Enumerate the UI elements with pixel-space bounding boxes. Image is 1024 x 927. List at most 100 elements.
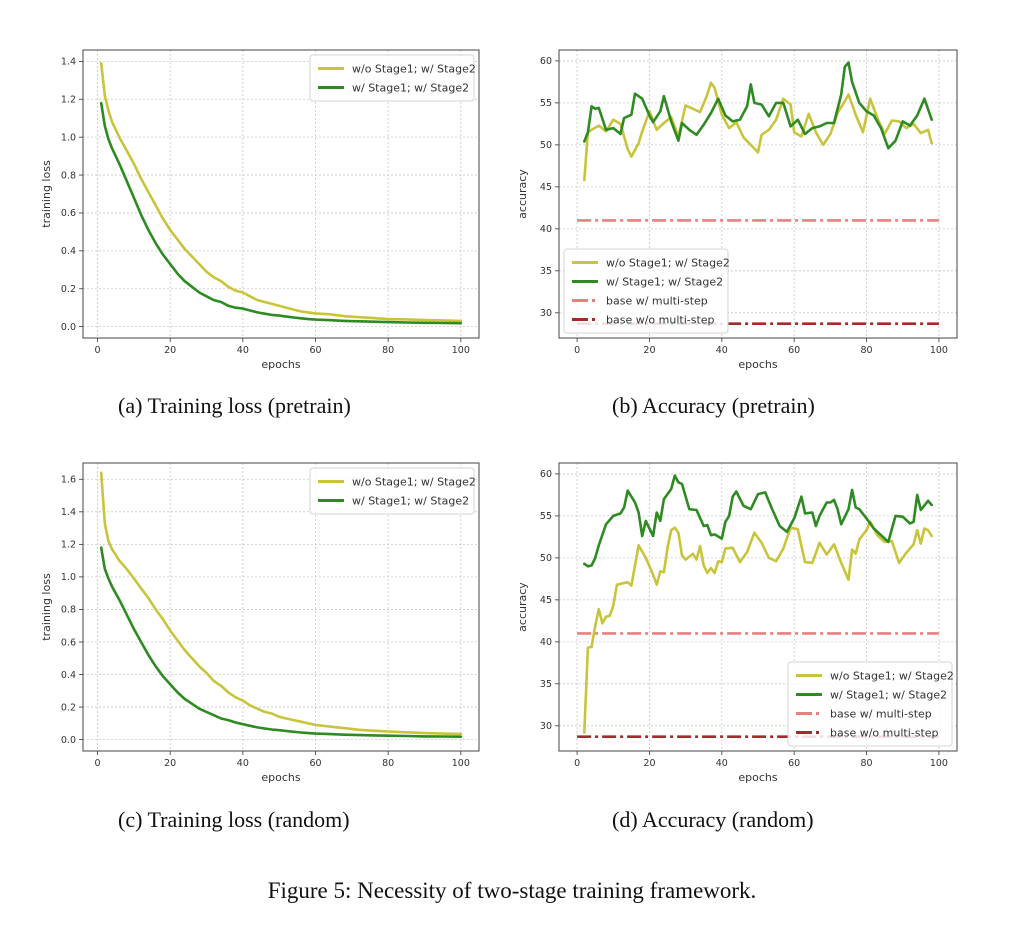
x-tick-label: 40	[716, 758, 728, 769]
legend-label: base w/ multi-step	[830, 708, 932, 721]
axes-frame	[82, 462, 480, 752]
x-tick-label: 100	[452, 758, 470, 769]
x-tick-label: 60	[788, 758, 800, 769]
chart-a-plot: 0 20 40 60 80 100 0.0 0.2 0.4 0.6 0.8 1.0 1.2 1.4 epoc…	[40, 49, 480, 371]
chart-a-training-loss-pretrain: 0 20 40 60 80 100 0.0 0.2 0.4 0.6 0.8 1.0 1.2 1.4 epoc…	[0, 0, 512, 380]
chart-a-svg: 0 20 40 60 80 100 0.0 0.2 0.4 0.6 0.8 1.0 1.2 1.4 epoc…	[40, 49, 480, 371]
y-tick-label: 40	[540, 224, 552, 235]
y-tick-label: 0.2	[61, 284, 76, 295]
x-tick-label: 100	[930, 758, 948, 769]
y-axis-label: training loss	[40, 573, 53, 641]
y-tick-label: 0.6	[61, 637, 76, 648]
legend: w/o Stage1; w/ Stage2 w/ Stage1; w/ Stage…	[563, 248, 730, 334]
x-axis-label: epochs	[261, 771, 300, 784]
caption-c: (c) Training loss (random)	[118, 807, 350, 832]
y-tick-label: 50	[540, 553, 552, 564]
series-line-w-stage1	[99, 101, 463, 325]
x-tick-label: 0	[95, 758, 101, 769]
y-tick-label: 0.4	[61, 670, 76, 681]
y-tick-label: 1.2	[61, 540, 76, 551]
y-tick-label: 1.0	[61, 132, 76, 143]
y-tick-label: 35	[540, 679, 552, 690]
x-tick-label: 80	[382, 758, 394, 769]
series-line-wo-stage1	[99, 61, 463, 323]
chart-d-accuracy-random: 0 20 40 60 80 100 30 35 40 45 50 55 60 epochs accuracy…	[516, 462, 958, 784]
figure-caption: Figure 5: Necessity of two-stage trainin…	[267, 878, 757, 903]
axes-frame	[82, 49, 480, 339]
x-tick-label: 0	[574, 345, 580, 356]
legend-label: base w/o multi-step	[606, 314, 715, 327]
y-tick-label: 1.6	[61, 475, 76, 486]
x-axis-label: epochs	[738, 358, 777, 371]
y-tick-label: 1.4	[61, 507, 76, 518]
x-tick-label: 60	[309, 345, 321, 356]
y-tick-label: 0.0	[61, 322, 76, 333]
legend-label: base w/o multi-step	[830, 727, 939, 740]
caption-a: (a) Training loss (pretrain)	[118, 393, 351, 418]
x-tick-label: 80	[860, 758, 872, 769]
chart-c-training-loss-random: 0 20 40 60 80 100 0.0 0.2 0.4 0.6 0.8 1.0 1.2 1.4 1.6 e…	[0, 0, 512, 800]
caption-b: (b) Accuracy (pretrain)	[612, 393, 815, 418]
x-tick-label: 0	[95, 345, 101, 356]
chart-b-svg: 0 20 40 60 80 100 30 35 40 45 50 55 60 epochs accuracy…	[516, 49, 958, 371]
y-tick-label: 45	[540, 182, 552, 193]
chart-c-svg: 0 20 40 60 80 100 0.0 0.2 0.4 0.6 0.8 1.0 1.2 1.4 1.6 e…	[40, 462, 480, 784]
x-tick-label: 60	[788, 345, 800, 356]
chart-b-accuracy-pretrain: 0 20 40 60 80 100 30 35 40 45 50 55 60 epochs accuracy…	[0, 0, 1024, 380]
series-line-wo-stage1	[582, 81, 934, 182]
legend-label: base w/ multi-step	[606, 295, 708, 308]
y-tick-label: 55	[540, 98, 552, 109]
x-tick-label: 100	[452, 345, 470, 356]
y-tick-label: 55	[540, 511, 552, 522]
x-tick-label: 20	[643, 345, 655, 356]
y-tick-label: 0.6	[61, 208, 76, 219]
y-tick-label: 0.0	[61, 735, 76, 746]
legend-label: w/ Stage1; w/ Stage2	[352, 495, 469, 508]
chart-d-svg: 0 20 40 60 80 100 30 35 40 45 50 55 60 epochs accuracy…	[516, 462, 958, 784]
y-tick-label: 0.8	[61, 170, 76, 181]
y-axis-label: accuracy	[516, 169, 529, 219]
series-line-w-stage1	[582, 474, 934, 568]
x-tick-label: 100	[930, 345, 948, 356]
legend-box	[309, 54, 475, 102]
x-tick-label: 20	[164, 345, 176, 356]
y-axis-label: training loss	[40, 160, 53, 228]
y-tick-label: 1.2	[61, 95, 76, 106]
y-tick-label: 60	[540, 469, 552, 480]
x-tick-label: 80	[382, 345, 394, 356]
x-tick-label: 20	[164, 758, 176, 769]
y-tick-label: 50	[540, 140, 552, 151]
x-tick-label: 40	[716, 345, 728, 356]
y-tick-label: 0.4	[61, 246, 76, 257]
legend: w/o Stage1; w/ Stage2 w/ Stage1; w/ Stage…	[309, 54, 476, 102]
axes-frame	[558, 49, 958, 339]
y-tick-label: 30	[540, 721, 552, 732]
legend-box	[563, 248, 729, 334]
x-axis-label: epochs	[738, 771, 777, 784]
y-tick-label: 1.0	[61, 572, 76, 583]
legend-label: w/ Stage1; w/ Stage2	[352, 82, 469, 95]
y-tick-label: 0.2	[61, 702, 76, 713]
y-tick-label: 30	[540, 308, 552, 319]
legend-label: w/ Stage1; w/ Stage2	[830, 689, 947, 702]
y-tick-label: 40	[540, 637, 552, 648]
legend-label: w/o Stage1; w/ Stage2	[830, 670, 954, 683]
chart-d-plot: 0 20 40 60 80 100 30 35 40 45 50 55 60 epochs accuracy…	[516, 462, 958, 784]
chart-c-plot: 0 20 40 60 80 100 0.0 0.2 0.4 0.6 0.8 1.0 1.2 1.4 1.6 e…	[40, 462, 480, 784]
legend-box	[309, 467, 475, 515]
legend-label: w/ Stage1; w/ Stage2	[606, 276, 723, 289]
x-tick-label: 80	[860, 345, 872, 356]
y-tick-label: 0.8	[61, 605, 76, 616]
legend: w/o Stage1; w/ Stage2 w/ Stage1; w/ Stage…	[787, 661, 954, 747]
legend-label: w/o Stage1; w/ Stage2	[352, 476, 476, 489]
legend-label: w/o Stage1; w/ Stage2	[352, 63, 476, 76]
y-axis-label: accuracy	[516, 582, 529, 632]
chart-b-plot: 0 20 40 60 80 100 30 35 40 45 50 55 60 epochs accuracy…	[516, 49, 958, 371]
x-tick-label: 0	[574, 758, 580, 769]
y-tick-label: 35	[540, 266, 552, 277]
x-tick-label: 40	[237, 758, 249, 769]
x-tick-label: 60	[309, 758, 321, 769]
series-line-w-stage1	[99, 546, 463, 739]
legend-label: w/o Stage1; w/ Stage2	[606, 257, 730, 270]
axes-frame	[558, 462, 958, 752]
